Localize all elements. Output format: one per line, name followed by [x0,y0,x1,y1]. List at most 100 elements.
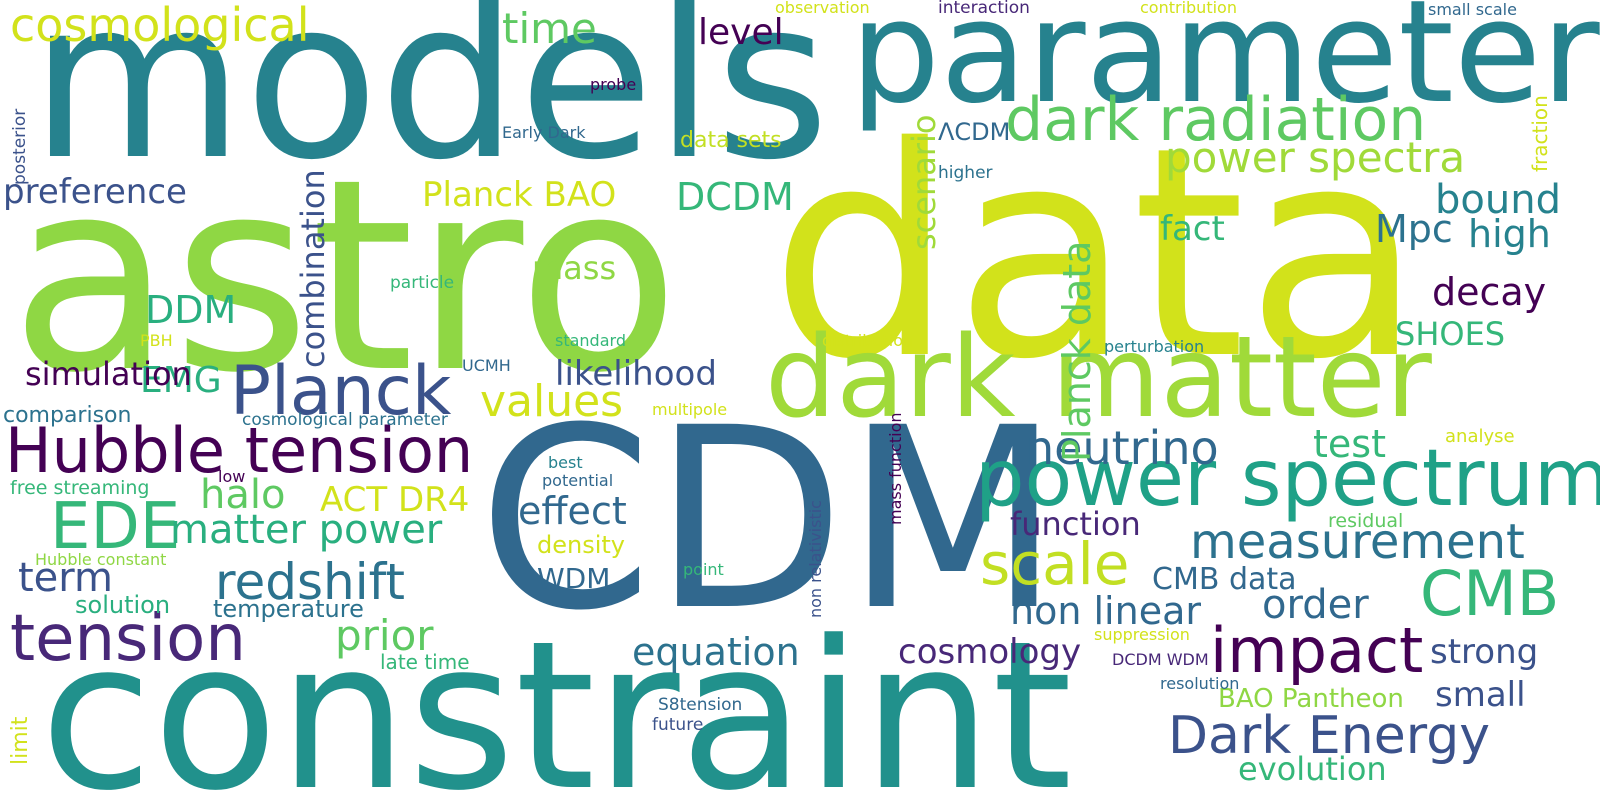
word-solution: solution [75,591,171,619]
word-mass: mass [532,249,617,287]
word-perturbation: perturbation [1104,337,1205,356]
word-time: time [502,4,597,53]
word-hubble-constant: Hubble constant [35,550,167,569]
word-term: term [18,555,113,601]
word-impact: impact [1210,614,1424,687]
word-point: point [683,560,724,579]
word-cosmology: cosmology [898,632,1082,672]
word-ddm: DDM [145,288,237,332]
word-particle: particle [390,273,455,293]
word-evolution: evolution [1238,750,1387,788]
word-observation: observation [775,0,870,17]
word-early-dark: Early Dark [502,123,586,142]
word-likelihood: likelihood [555,354,717,394]
word-fact: fact [1160,209,1225,249]
word-strong: strong [1430,632,1539,672]
word-data: data [770,86,1424,423]
word-cosmological: cosmological [10,0,310,52]
word-potential: potential [542,471,614,490]
word-ede: EDE [50,490,181,564]
word-hubble-tension: Hubble tension [5,414,474,487]
word-cmb: CMB [1420,557,1560,630]
word-power-spectrum: power spectrum [975,434,1600,524]
word-free-streaming: free streaming [10,477,150,499]
word-dark-matter: dark matter [765,313,1432,443]
word-ucmh: UCMH [462,356,511,375]
word-values: values [480,376,624,427]
word-fraction: fraction [1528,95,1552,172]
word-bound: bound [1435,177,1561,223]
word-s8tension: S8tension [658,695,743,715]
word-dark-energy: Dark Energy [1168,706,1490,766]
word-power-spectra: power spectra [1165,133,1466,182]
word-effect: effect [518,489,627,533]
word-level: level [698,12,784,53]
word-planck-bao: Planck BAO [422,175,617,215]
word-matter-power: matter power [170,507,443,553]
word-scenario: scenario [905,114,943,250]
word-cosmological-parameter: cosmological parameter [242,410,448,430]
word-planck-data: Planck data [1055,240,1099,462]
word-simulation: simulation [25,355,192,393]
word-comparison: comparison [3,403,132,428]
word-probe: probe [590,75,637,94]
word-parameter: parameter [850,0,1600,135]
word-function: function [1010,505,1141,543]
word-density: density [537,531,625,559]
word-bao-pantheon: BAO Pantheon [1218,684,1404,714]
word-suppression: suppression [1094,625,1190,644]
word-tension: tension [10,602,246,676]
word-mass-function: mass function [886,412,905,525]
word-decay: decay [1432,270,1547,314]
word-act-dr4: ACT DR4 [320,480,470,520]
word-late-time: late time [380,650,470,674]
word-dcdm: DCDM [676,175,794,219]
word-high: high [1468,212,1551,256]
word-mpc: Mpc [1375,207,1453,251]
word-measurement: measurement [1190,514,1525,570]
word-models: models [30,0,830,208]
word-cmb-data: CMB data [1152,562,1297,597]
word-low: low [218,467,246,486]
word-shoes: SHOES [1395,315,1506,353]
word-preference: preference [3,172,187,212]
word-planck: Planck [230,352,452,431]
word-analyse: analyse [1445,426,1515,447]
word-distribution: distribution [822,331,914,350]
word-dark-radiation: dark radiation [1005,85,1427,155]
word-contribution: contribution [1140,0,1237,17]
word-neutrino: neutrino [1025,421,1219,475]
word-prior: prior [335,611,434,660]
word-posterior: posterior [10,108,30,185]
word-dcdm-wdm: DCDM WDM [1112,650,1209,669]
word-redshift: redshift [215,553,405,611]
word-temperature: temperature [213,595,364,623]
word-non-relativistic: non relativistic [806,500,825,618]
word-interaction: interaction [938,0,1030,18]
word-cdm: CDM [478,374,1061,665]
word-lcdm: ΛCDM [938,118,1011,146]
word-test: test [1313,422,1386,466]
word-astro: astro [10,123,680,431]
word-constraint: constraint [40,598,1073,800]
word-emg: EMG [140,360,222,401]
word-residual: residual [1328,510,1404,532]
word-multipole: multipole [652,400,728,419]
word-small-scale: small scale [1428,0,1517,19]
word-best: best [548,453,583,472]
word-halo: halo [200,472,286,518]
word-small: small [1435,675,1526,715]
word-combination: combination [294,169,332,368]
word-scale: scale [980,530,1130,598]
word-limit: limit [8,716,33,765]
word-data-sets: data sets [680,128,782,153]
word-wdm: WDM [537,562,611,595]
word-order: order [1262,582,1369,628]
word-standard: standard [555,331,626,350]
word-resolution: resolution [1160,674,1240,693]
word-equation: equation [632,630,800,674]
word-non-linear: non linear [1010,589,1201,633]
word-pbh: PBH [140,331,173,350]
word-higher: higher [938,163,993,183]
